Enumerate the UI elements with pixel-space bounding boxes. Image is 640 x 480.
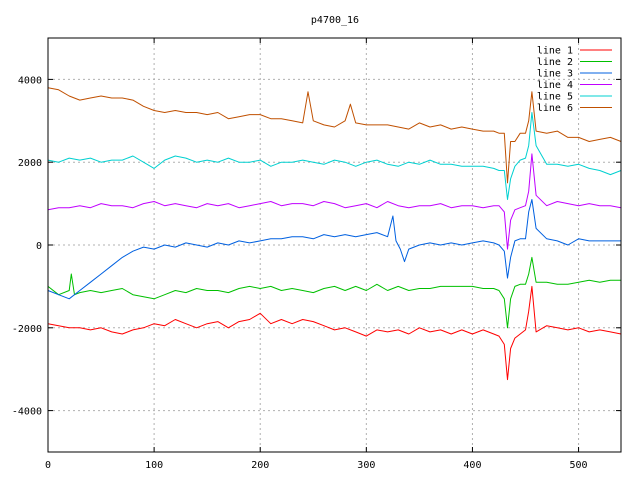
y-tick-label: 2000 bbox=[18, 158, 42, 169]
series-line-3 bbox=[47, 199, 621, 300]
legend-label: line 1 bbox=[537, 46, 573, 57]
y-tick-label: -2000 bbox=[12, 324, 42, 335]
series-line-2 bbox=[47, 256, 621, 329]
series-line-6 bbox=[47, 87, 622, 184]
y-tick-label: 0 bbox=[36, 241, 42, 252]
axes: 0 100 200 300 400 500 -4000 -2000 0 2000 4000 bbox=[12, 38, 621, 471]
series-line-5 bbox=[47, 112, 622, 200]
grid bbox=[48, 38, 621, 452]
chart-title: p4700_16 bbox=[311, 15, 359, 26]
legend-label: line 2 bbox=[537, 57, 573, 68]
y-tick-label: 4000 bbox=[18, 75, 42, 86]
x-tick-label: 200 bbox=[251, 460, 269, 471]
series-layer bbox=[47, 87, 622, 381]
legend-label: line 5 bbox=[537, 92, 573, 103]
series-line-4 bbox=[47, 153, 622, 250]
legend-label: line 3 bbox=[537, 69, 573, 80]
legend-label: line 6 bbox=[537, 103, 573, 114]
x-tick-label: 300 bbox=[357, 460, 375, 471]
x-tick-label: 500 bbox=[570, 460, 588, 471]
legend-label: line 4 bbox=[537, 80, 573, 91]
y-tick-label: -4000 bbox=[12, 407, 42, 418]
series-line-1 bbox=[47, 285, 622, 381]
x-tick-label: 400 bbox=[463, 460, 481, 471]
x-tick-label: 100 bbox=[145, 460, 163, 471]
x-tick-label: 0 bbox=[45, 460, 51, 471]
